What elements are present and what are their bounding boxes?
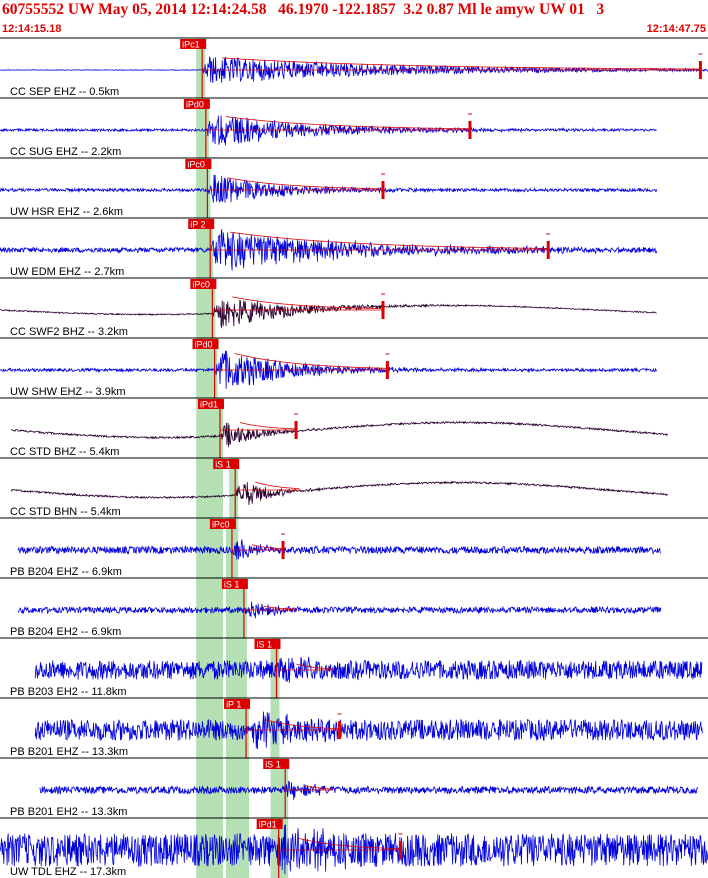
amplitude-pick-marker[interactable] <box>338 721 342 739</box>
phase-label: iPc0 <box>212 520 230 530</box>
header-bar: 60755552 UW May 05, 2014 12:14:24.58 46.… <box>0 0 708 38</box>
coda-fit-curve <box>227 177 382 190</box>
window-start-time: 12:14:15.18 <box>2 23 62 35</box>
trace-panel: iPc0 UW HSR EHZ -- 2.6km <box>0 157 708 218</box>
amplitude-pick-marker[interactable] <box>698 61 702 79</box>
phase-label-box[interactable] <box>188 219 215 229</box>
phase-label: iP 1 <box>226 700 241 710</box>
window-end-time: 12:14:47.75 <box>646 23 706 35</box>
station-label: PB B203 EH2 -- 11.8km <box>10 686 127 698</box>
phase-label-box[interactable] <box>209 519 236 529</box>
phase-label-box[interactable] <box>256 819 283 829</box>
phase-label: iS 1 <box>265 760 281 770</box>
coda-fit-curve <box>251 544 282 550</box>
trace-panel: iP 1 PB B201 EHZ -- 13.3km <box>0 697 708 758</box>
waveform-trace <box>10 480 668 505</box>
coda-fit-curve <box>266 719 339 729</box>
phase-label-box[interactable] <box>221 579 248 589</box>
phase-label: iPd1 <box>200 400 218 410</box>
phase-label-box[interactable] <box>263 759 290 769</box>
station-label: CC SEP EHZ -- 0.5km <box>10 86 119 98</box>
coda-fit-curve <box>225 116 470 130</box>
amplitude-pick-marker[interactable] <box>294 421 298 439</box>
waveform-trace <box>0 115 657 146</box>
trace-panel: iPd1 CC STD BHZ -- 5.4km <box>0 397 708 458</box>
waveform-trace <box>0 350 658 389</box>
station-label: PB B201 EH2 -- 13.3km <box>10 806 127 818</box>
phase-label-box[interactable] <box>197 399 224 409</box>
waveform-trace <box>0 824 708 875</box>
trace-panel: iPc0 PB B204 EHZ -- 6.9km <box>0 517 708 578</box>
trace-panel: iS 1 PB B204 EH2 -- 6.9km <box>0 577 708 638</box>
amplitude-pick-marker[interactable] <box>546 241 550 259</box>
trace-panel: iPd1 UW TDL EHZ -- 17.3km <box>0 817 708 878</box>
waveform-trace <box>34 711 703 750</box>
waveform-trace <box>0 299 657 329</box>
coda-fit-curve <box>234 353 387 369</box>
phase-label: iPc0 <box>192 280 210 290</box>
coda-fit-curve <box>230 231 549 249</box>
phase-label-box[interactable] <box>180 39 207 49</box>
coda-fit-curve <box>296 663 333 670</box>
phase-label: iPc0 <box>187 160 205 170</box>
station-label: PB B204 EHZ -- 6.9km <box>10 566 122 578</box>
phase-label: iS 1 <box>257 640 273 650</box>
phase-label: iS 1 <box>224 580 240 590</box>
amplitude-pick-marker[interactable] <box>381 181 385 199</box>
amplitude-pick-marker[interactable] <box>385 361 389 379</box>
phase-label: iP 2 <box>190 220 205 230</box>
coda-fit-curve <box>298 838 399 849</box>
station-label: PB B201 EHZ -- 13.3km <box>10 746 128 758</box>
station-label: UW SHW EHZ -- 3.9km <box>10 386 126 398</box>
amplitude-pick-marker[interactable] <box>398 841 402 859</box>
phase-label-box[interactable] <box>190 279 217 289</box>
waveform-trace <box>0 174 658 203</box>
coda-fit-curve <box>263 605 296 610</box>
phase-label-box[interactable] <box>213 459 240 469</box>
amplitude-pick-marker[interactable] <box>381 301 385 319</box>
station-label: UW HSR EHZ -- 2.6km <box>10 206 123 218</box>
trace-panel: iPd0 CC SUG EHZ -- 2.2km <box>0 97 708 158</box>
coda-fit-curve <box>222 57 701 70</box>
trace-panel: iPd0 UW SHW EHZ -- 3.9km <box>0 337 708 398</box>
pick-window-band <box>208 338 218 878</box>
amplitude-pick-marker[interactable] <box>281 541 285 559</box>
waveform-trace <box>11 420 668 448</box>
phase-label-box[interactable] <box>185 159 212 169</box>
trace-panel: iS 1 CC STD BHN -- 5.4km <box>0 457 708 518</box>
phase-label-box[interactable] <box>183 99 210 109</box>
phase-label-box[interactable] <box>224 699 251 709</box>
waveform-trace <box>39 781 699 800</box>
phase-label: iPd0 <box>186 100 204 110</box>
trace-panel: iS 1 PB B201 EH2 -- 13.3km <box>0 757 708 818</box>
trace-panel: iS 1 PB B203 EH2 -- 11.8km <box>0 637 708 698</box>
phase-label-box[interactable] <box>192 339 219 349</box>
amplitude-pick-marker[interactable] <box>468 121 472 139</box>
station-label: CC STD BHZ -- 5.4km <box>10 446 119 458</box>
phase-label: iPd0 <box>195 340 213 350</box>
station-label: CC STD BHN -- 5.4km <box>10 506 121 518</box>
station-label: UW TDL EHZ -- 17.3km <box>10 866 126 878</box>
station-label: CC SWF2 BHZ -- 3.2km <box>10 326 128 338</box>
station-label: UW EDM EHZ -- 2.7km <box>10 266 124 278</box>
event-title: 60755552 UW May 05, 2014 12:14:24.58 46.… <box>2 1 605 18</box>
phase-label-box[interactable] <box>254 639 281 649</box>
phase-label: iPc1 <box>182 40 200 50</box>
trace-panel: iPc1 CC SEP EHZ -- 0.5km <box>0 37 708 98</box>
coda-fit-curve <box>255 481 300 489</box>
station-label: PB B204 EH2 -- 6.9km <box>10 626 121 638</box>
waveform-trace <box>34 656 703 683</box>
station-label: CC SUG EHZ -- 2.2km <box>10 146 121 158</box>
trace-panel: iP 2 UW EDM EHZ -- 2.7km <box>0 217 708 278</box>
phase-label: iS 1 <box>215 460 231 470</box>
coda-fit-curve <box>239 422 297 430</box>
trace-panel: iPc0 CC SWF2 BHZ -- 3.2km <box>0 277 708 338</box>
waveform-trace <box>17 601 662 619</box>
coda-fit-curve <box>232 296 383 310</box>
coda-fit-curve <box>305 785 332 790</box>
phase-label: iPd1 <box>259 820 277 830</box>
waveform-trace <box>17 539 661 560</box>
